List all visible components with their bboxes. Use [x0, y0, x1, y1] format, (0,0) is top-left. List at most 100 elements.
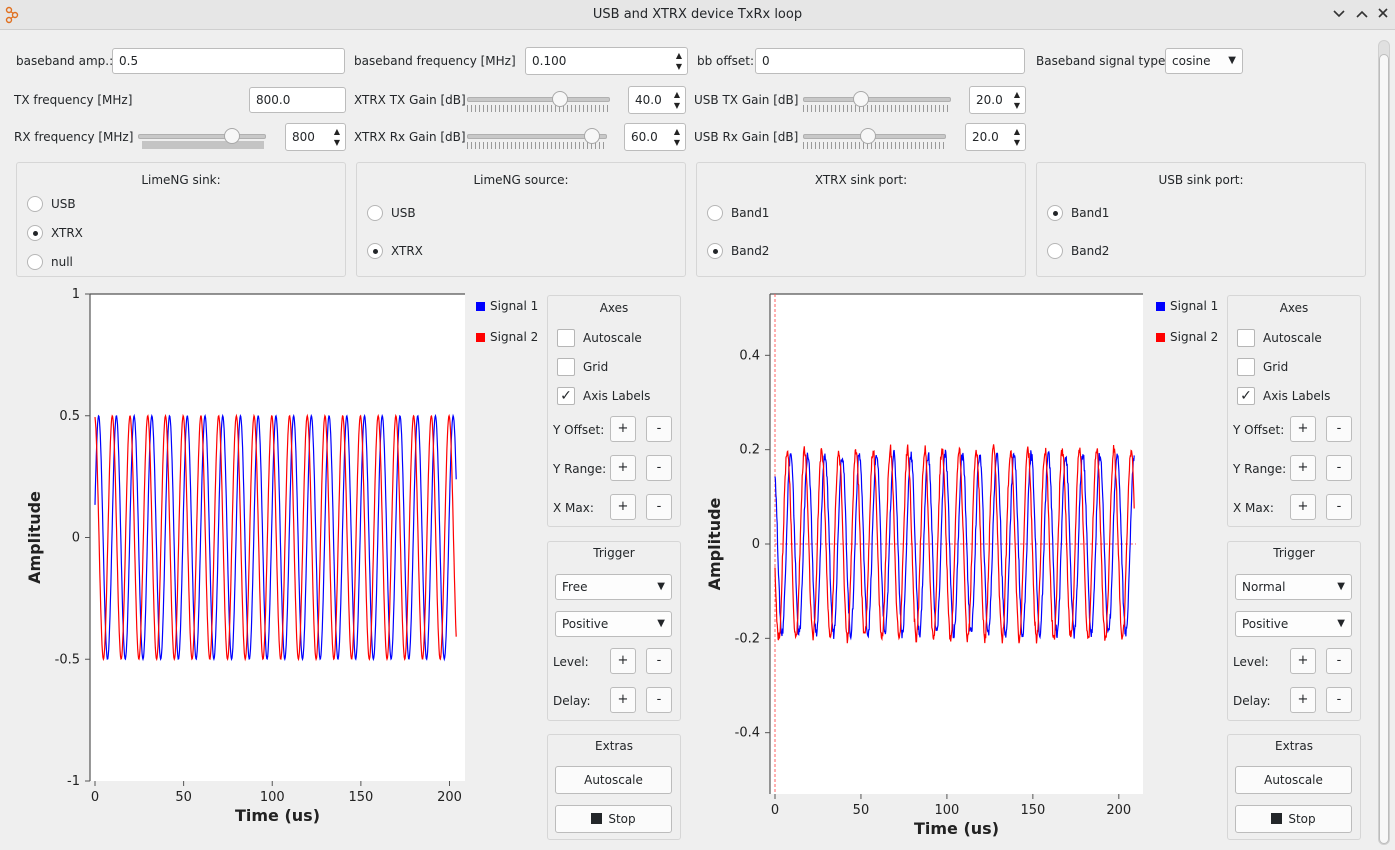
- usb-rx-gain-slider[interactable]: [803, 127, 946, 149]
- y-offset-minus-button[interactable]: -: [646, 416, 672, 442]
- scrollbar-thumb[interactable]: [1379, 54, 1389, 844]
- check-icon[interactable]: ✓: [557, 387, 575, 405]
- usb-rx-gain-spinbox[interactable]: 20.0 ▲ ▼: [965, 123, 1026, 151]
- checkbox-label: Autoscale: [1263, 331, 1322, 345]
- autoscale-button[interactable]: Autoscale: [555, 766, 672, 794]
- x-tick-label: 0: [771, 803, 779, 818]
- xtrx-tx-gain-spinbox[interactable]: 40.0 ▲ ▼: [628, 86, 686, 114]
- delay-plus-button[interactable]: +: [610, 687, 636, 713]
- x-max-minus-button[interactable]: -: [646, 494, 672, 520]
- check-icon[interactable]: ✓: [1237, 387, 1255, 405]
- level-minus-button[interactable]: -: [1326, 648, 1352, 674]
- checkbox-box[interactable]: [557, 329, 575, 347]
- level-plus-button[interactable]: +: [1290, 648, 1316, 674]
- checkbox-box[interactable]: [1237, 358, 1255, 376]
- usb-tx-gain-spinbox[interactable]: 20.0 ▲ ▼: [969, 86, 1026, 114]
- xtrx-rx-gain-slider[interactable]: [467, 127, 607, 149]
- usb-sink-port-group: USB sink port: Band1 Band2: [1036, 162, 1366, 277]
- slider-handle[interactable]: [853, 91, 869, 107]
- spin-arrows-icon[interactable]: ▲ ▼: [673, 90, 681, 110]
- spin-arrows-icon[interactable]: ▲ ▼: [673, 127, 681, 147]
- checkbox-label: Autoscale: [583, 331, 642, 345]
- y-offset-label: Y Offset:: [553, 423, 605, 437]
- x-max-plus-button[interactable]: +: [610, 494, 636, 520]
- close-icon[interactable]: [1374, 6, 1392, 24]
- bb-amp-input[interactable]: 0.5: [112, 48, 345, 74]
- group-title: LimeNG sink:: [141, 173, 221, 187]
- bb-freq-label: baseband frequency [MHz]: [354, 54, 516, 68]
- y-range-minus-button[interactable]: -: [1326, 455, 1352, 481]
- slider-handle[interactable]: [224, 128, 240, 144]
- slider-handle[interactable]: [584, 128, 600, 144]
- series-line-1: [94, 413, 457, 662]
- stop-button[interactable]: Stop: [1235, 805, 1352, 833]
- trigger-mode-select[interactable]: Free ▼: [555, 574, 672, 600]
- x-axis-label: Time (us): [235, 806, 320, 825]
- y-range-label: Y Range:: [1233, 462, 1287, 476]
- trigger-mode-select[interactable]: Normal ▼: [1235, 574, 1352, 600]
- sig-type-label: Baseband signal type:: [1036, 54, 1170, 68]
- extras-group: Extras Autoscale Stop: [1227, 734, 1361, 840]
- y-offset-plus-button[interactable]: +: [610, 416, 636, 442]
- axes-group: Axes Autoscale Grid ✓ Axis Labels Y Offse…: [1227, 295, 1361, 527]
- spin-arrows-icon[interactable]: ▲ ▼: [675, 51, 683, 71]
- sig-type-select[interactable]: cosine ▼: [1165, 48, 1243, 74]
- tx-freq-input[interactable]: 800.0: [249, 87, 346, 113]
- y-tick-label: -0.2: [735, 631, 760, 646]
- rx-freq-slider[interactable]: [138, 127, 266, 149]
- xtrx-rx-gain-spinbox[interactable]: 60.0 ▲ ▼: [624, 123, 686, 151]
- x-tick-label: 100: [260, 790, 285, 805]
- maximize-icon[interactable]: [1353, 6, 1371, 24]
- trigger-group: Trigger Free ▼ Positive ▼ Level: + - Delay…: [547, 541, 681, 721]
- x-max-plus-button[interactable]: +: [1290, 494, 1316, 520]
- radio-label: USB: [391, 206, 416, 220]
- usb-rx-gain-label: USB Rx Gain [dB]: [694, 130, 799, 144]
- radio-label: Band1: [1071, 206, 1110, 220]
- legend-swatch: [476, 333, 485, 342]
- time-sink-plot-right[interactable]: 0 50 100 150 200 0.4 0.2 0 -0.2 -0.4 Time (us) Ampl…: [680, 285, 1150, 850]
- bb-freq-spinbox[interactable]: 0.100 ▲ ▼: [525, 47, 688, 75]
- y-range-plus-button[interactable]: +: [1290, 455, 1316, 481]
- spin-arrows-icon[interactable]: ▲ ▼: [333, 127, 341, 147]
- level-minus-button[interactable]: -: [646, 648, 672, 674]
- time-sink-plot-left[interactable]: 0 50 100 150 200 1 0.5 0 -0.5 -1 Time (us) Amplitud…: [0, 285, 470, 850]
- usb-tx-gain-value: 20.0: [976, 93, 1003, 107]
- app-logo-icon: [5, 6, 19, 24]
- bb-offset-input[interactable]: 0: [755, 48, 1025, 74]
- level-plus-button[interactable]: +: [610, 648, 636, 674]
- xtrx-tx-gain-slider[interactable]: [467, 90, 610, 112]
- level-label: Level:: [1233, 655, 1269, 669]
- x-tick-label: 50: [175, 790, 192, 805]
- checkbox-box[interactable]: [557, 358, 575, 376]
- rx-freq-spinbox[interactable]: 800 ▲ ▼: [285, 123, 346, 151]
- slider-handle[interactable]: [860, 128, 876, 144]
- y-range-minus-button[interactable]: -: [646, 455, 672, 481]
- radio-label: XTRX: [51, 226, 83, 240]
- radio-label: null: [51, 255, 73, 269]
- series-line-1: [774, 449, 1135, 641]
- bb-freq-value: 0.100: [532, 54, 567, 68]
- checkbox-box[interactable]: [1237, 329, 1255, 347]
- stop-button[interactable]: Stop: [555, 805, 672, 833]
- delay-plus-button[interactable]: +: [1290, 687, 1316, 713]
- minimize-icon[interactable]: [1330, 6, 1348, 24]
- usb-tx-gain-slider[interactable]: [803, 90, 951, 112]
- rx-freq-value: 800: [292, 130, 315, 144]
- spin-arrows-icon[interactable]: ▲ ▼: [1013, 90, 1021, 110]
- slider-handle[interactable]: [552, 91, 568, 107]
- y-offset-minus-button[interactable]: -: [1326, 416, 1352, 442]
- x-max-minus-button[interactable]: -: [1326, 494, 1352, 520]
- trigger-slope-select[interactable]: Positive ▼: [555, 611, 672, 637]
- y-axis-label: Amplitude: [705, 497, 724, 590]
- delay-minus-button[interactable]: -: [1326, 687, 1352, 713]
- checkbox-label: Axis Labels: [583, 389, 651, 403]
- y-offset-plus-button[interactable]: +: [1290, 416, 1316, 442]
- spin-arrows-icon[interactable]: ▲ ▼: [1013, 127, 1021, 147]
- trigger-slope-select[interactable]: Positive ▼: [1235, 611, 1352, 637]
- delay-minus-button[interactable]: -: [646, 687, 672, 713]
- legend-label: Signal 1: [490, 299, 539, 313]
- xtrx-rx-gain-value: 60.0: [631, 130, 658, 144]
- autoscale-button[interactable]: Autoscale: [1235, 766, 1352, 794]
- chevron-down-icon: ▼: [1337, 581, 1345, 592]
- y-range-plus-button[interactable]: +: [610, 455, 636, 481]
